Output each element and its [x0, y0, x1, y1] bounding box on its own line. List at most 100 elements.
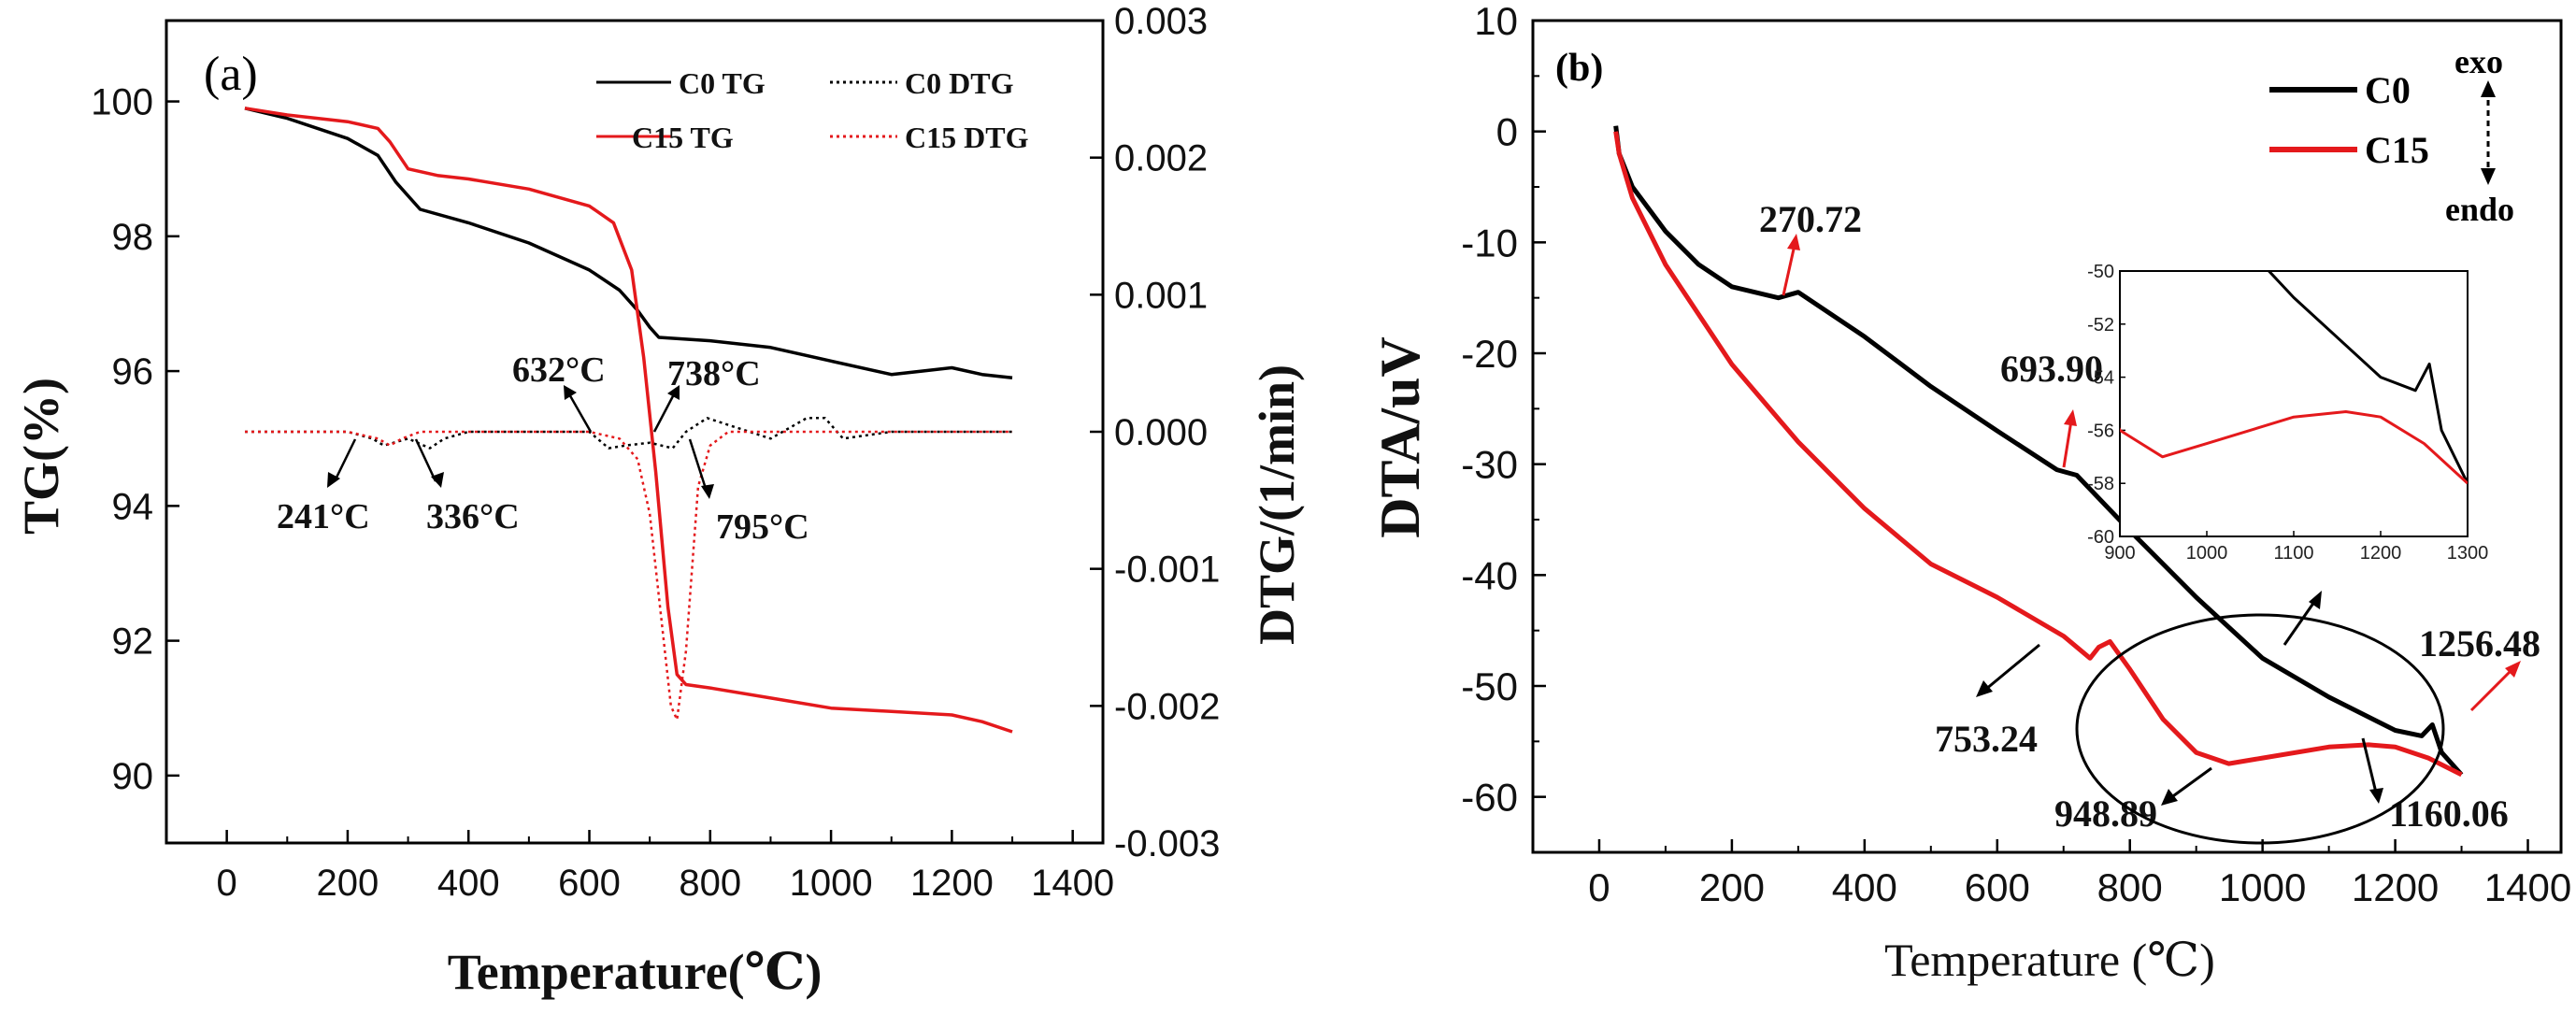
a-right-tick-label: -0.002 [1114, 686, 1220, 727]
legend-label-c15-dtg: C15 DTG [905, 121, 1029, 154]
inset-y-tick-label: -54 [2087, 368, 2114, 389]
series-c0 [1613, 125, 2464, 777]
arrow-1256-head [2505, 661, 2521, 678]
b-x-tick-label: 800 [2097, 865, 2163, 909]
arrow-948-head [2161, 789, 2178, 806]
legend-label-c15: C15 [2365, 129, 2429, 171]
a-left-tick-label: 90 [112, 756, 154, 797]
arrow-336-head [431, 472, 444, 488]
a-x-tick-label: 1200 [910, 863, 994, 904]
legend-label-c0: C0 [2365, 69, 2411, 111]
arrow-241-head [327, 472, 340, 488]
b-x-tick-label: 600 [1965, 865, 2030, 909]
b-x-tick-label: 0 [1588, 865, 1610, 909]
arrow-753 [1984, 643, 2040, 692]
panel-a-label: (a) [204, 48, 258, 101]
arrow-738 [652, 392, 677, 433]
inset-x-tick-label: 900 [2104, 543, 2135, 564]
a-left-tick-label: 98 [112, 217, 154, 258]
a-right-tick-label: -0.001 [1114, 550, 1220, 591]
a-right-tick-label: 0.003 [1114, 1, 1208, 42]
inset-x-tick-label: 1300 [2447, 543, 2489, 564]
b-y-tick-label: -10 [1461, 221, 1518, 264]
b-x-tick-label: 1200 [2352, 865, 2439, 909]
panel-a-curves [244, 107, 1013, 734]
panel-a: 0 200 400 600 800 1000 1200 1400 90 92 94 96 98 100 0.… [13, 1, 1305, 1000]
inset-y-tick-label: -60 [2087, 527, 2114, 548]
a-x-tick-label: 1400 [1031, 863, 1114, 904]
a-left-tick-label: 100 [91, 82, 153, 123]
arrow-795 [688, 438, 708, 493]
b-x-tick-label: 1400 [2484, 865, 2571, 909]
panel-b-ticks: 0 200 400 600 800 1000 1200 1400 10 0 -10 -20 -30 -40… [1461, 0, 2571, 909]
panel-a-x-axis-label: Temperature(℃) [448, 944, 823, 1000]
arrow-753-head [1976, 680, 1993, 697]
a-right-tick-label: -0.003 [1114, 823, 1220, 864]
b-y-tick-label: -20 [1461, 332, 1518, 376]
b-x-tick-label: 1000 [2219, 865, 2306, 909]
annotation-270: 270.72 [1759, 198, 1862, 240]
arrow-693 [2062, 420, 2073, 468]
legend-label-c0-dtg: C0 DTG [905, 66, 1014, 100]
inset-y-tick-label: -52 [2087, 315, 2114, 336]
inset-x-tick-label: 1000 [2186, 543, 2228, 564]
inset-y-tick-label: -58 [2087, 474, 2114, 494]
a-x-tick-label: 400 [437, 863, 500, 904]
panel-a-annotations: 241°C 336°C 632°C 738°C 795°C [277, 350, 809, 547]
a-x-tick-label: 200 [317, 863, 379, 904]
inset-x-tick-label: 1200 [2360, 543, 2402, 564]
annotation-1160: 1160.06 [2389, 793, 2509, 835]
series-c15 [1613, 131, 2463, 778]
exo-arrow-head [2481, 80, 2496, 97]
legend-endo: endo [2445, 191, 2514, 228]
series-c0-dtg [245, 417, 1012, 450]
annotation-753: 753.24 [1935, 718, 2038, 760]
a-left-tick-label: 92 [112, 621, 154, 663]
annotation-948: 948.89 [2054, 793, 2157, 835]
panel-a-right-axis-label: DTG/(1/min) [1249, 364, 1305, 645]
inset-series-c0 [2267, 271, 2468, 484]
legend-exo: exo [2454, 43, 2503, 80]
panel-b-x-axis-label: Temperature (℃) [1884, 934, 2215, 986]
arrow-241 [333, 438, 357, 482]
a-x-tick-label: 600 [558, 863, 621, 904]
arrow-738-head [667, 385, 680, 400]
series-c15-tg [244, 107, 1013, 734]
panel-a-legend: C0 TG C0 DTG C15 TG C15 DTG [596, 66, 1029, 154]
arrow-270 [1782, 244, 1796, 296]
arrow-1160-head [2369, 788, 2383, 804]
inset-y-tick-label: -56 [2087, 421, 2114, 441]
annotation-632: 632°C [512, 350, 606, 390]
annotation-1256: 1256.48 [2419, 622, 2540, 664]
panel-b-frame [1531, 19, 2563, 854]
inset-content: 900 1000 1100 1200 1300 -50 -52 -54 -56 -58 -60 [2087, 262, 2489, 564]
panel-a-ticks: 0 200 400 600 800 1000 1200 1400 90 92 94 96 98 100 0.… [91, 1, 1220, 904]
arrow-1256 [2469, 667, 2514, 712]
panel-b-curves [1613, 125, 2464, 778]
panel-b-annotations: 270.72 693.90 753.24 948.89 1160.06 1256… [1759, 198, 2540, 845]
highlight-ellipse [2075, 613, 2445, 845]
panel-a-left-axis-label: TG(%) [13, 378, 69, 535]
a-right-tick-label: 0.002 [1114, 138, 1208, 179]
panel-b-legend: C0 C15 exo endo [2269, 43, 2514, 228]
b-y-tick-label: -50 [1461, 664, 1518, 708]
panel-b: 0 200 400 600 800 1000 1200 1400 10 0 -10 -20 -30 -40… [1369, 0, 2571, 986]
annotation-795: 795°C [716, 507, 809, 547]
endo-arrow-head [2481, 168, 2496, 185]
arrow-336 [414, 438, 437, 482]
a-x-tick-label: 1000 [790, 863, 873, 904]
panel-b-y-axis-label: DTA/uV [1369, 336, 1431, 538]
a-x-tick-label: 800 [679, 863, 741, 904]
arrow-1160 [2361, 737, 2378, 793]
a-right-tick-label: 0.001 [1114, 275, 1208, 316]
arrow-948 [2169, 766, 2212, 800]
a-x-tick-label: 0 [217, 863, 237, 904]
legend-label-c0-tg: C0 TG [679, 66, 766, 100]
panel-b-inset: 900 1000 1100 1200 1300 -50 -52 -54 -56 -58 -60 [2087, 262, 2489, 564]
b-y-tick-label: -60 [1461, 776, 1518, 820]
arrow-693-head [2064, 409, 2077, 426]
inset-frame [2119, 270, 2469, 537]
inset-series-c15 [2120, 410, 2468, 485]
